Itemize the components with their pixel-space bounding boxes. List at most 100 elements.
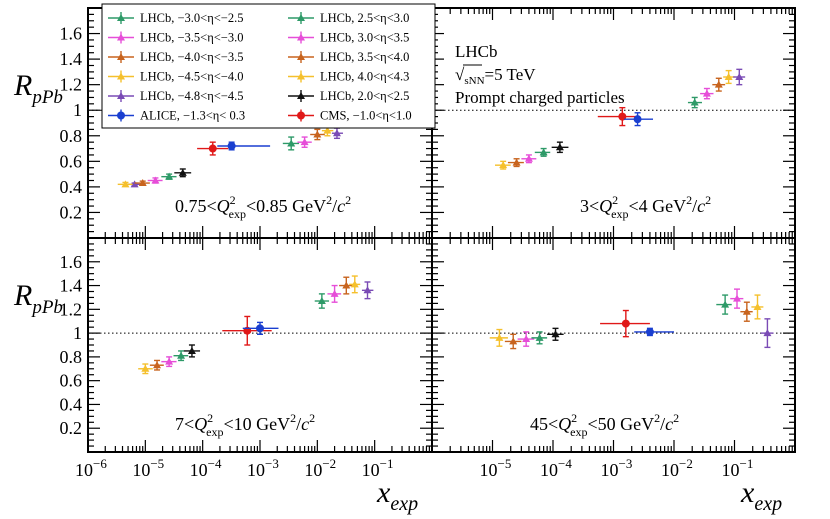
marker-triangle <box>714 80 723 88</box>
y-tick-label: 1.4 <box>60 276 83 296</box>
legend-item: CMS, −1.0<η<1.0 <box>288 109 412 123</box>
legend-label: LHCb, 2.0<η<2.5 <box>320 89 409 103</box>
marker-triangle <box>177 351 186 359</box>
legend-item: LHCb, −4.8<η<−4.5 <box>108 89 244 103</box>
data-point <box>297 136 312 148</box>
data-point <box>624 112 654 127</box>
data-point <box>687 96 702 109</box>
marker-circle <box>256 324 264 333</box>
marker-circle <box>633 115 642 124</box>
marker-triangle <box>141 364 150 372</box>
data-point <box>740 301 753 322</box>
data-point <box>495 160 511 170</box>
axes-layer: 0.2 0.4 0.6 0.8 1 1.2 1.4 1.6 0.2 0.4 0.6 0.8 1 1.2 1.… <box>60 7 796 480</box>
marker-triangle <box>317 297 326 305</box>
y-axis-label-bottom: RpPb <box>13 279 63 318</box>
legend-label: CMS, −1.0<η<1.0 <box>320 109 412 123</box>
legend-item: LHCb, 2.5<η<3.0 <box>288 11 409 25</box>
legend-item: LHCb, 3.0<η<3.5 <box>288 31 409 45</box>
marker-triangle <box>287 139 296 147</box>
legend-marker <box>117 53 125 60</box>
legend-item: LHCb, −3.5<η<−3.0 <box>108 31 244 45</box>
x-tick-label: 10−6 <box>75 456 107 480</box>
marker-triangle <box>551 330 560 338</box>
marker-triangle <box>742 307 751 315</box>
data-point <box>597 106 637 127</box>
marker-triangle <box>735 73 744 80</box>
marker-triangle <box>178 168 187 176</box>
legend-label: LHCb, 4.0<η<4.3 <box>320 70 409 84</box>
marker-circle <box>208 144 217 153</box>
marker-triangle <box>509 337 518 345</box>
data-point <box>314 293 330 309</box>
y-tick-label: 1 <box>73 100 82 120</box>
legend-label: ALICE, −1.3<η< 0.3 <box>140 109 245 123</box>
marker-triangle <box>342 281 351 289</box>
x-tick-label: 10−2 <box>304 456 336 480</box>
marker-triangle <box>300 138 309 146</box>
data-point <box>634 327 674 337</box>
marker-triangle <box>702 89 711 97</box>
marker-triangle <box>535 333 544 341</box>
data-point <box>730 288 744 309</box>
x-tick-label: 10−4 <box>540 456 572 480</box>
legend-marker <box>297 92 305 99</box>
legend-label: LHCb, −3.0<η<−2.5 <box>140 11 244 25</box>
marker-triangle <box>165 357 174 365</box>
data-point <box>197 141 229 156</box>
data-point <box>310 128 325 141</box>
marker-triangle <box>153 361 162 369</box>
y-tick-label: 0.2 <box>60 418 83 438</box>
legend-item: ALICE, −1.3<η< 0.3 <box>108 109 245 123</box>
legend-item: LHCb, 3.5<η<4.0 <box>288 50 409 64</box>
y-axis-label-top: RpPb <box>13 69 63 108</box>
data-point <box>751 294 764 320</box>
data-point <box>517 331 535 347</box>
legend-item: LHCb, −4.0<η<−3.5 <box>108 50 244 64</box>
legend-label: LHCb, 3.5<η<4.0 <box>320 50 409 64</box>
legend-marker <box>297 53 305 60</box>
x-tick-label: 10−2 <box>661 456 693 480</box>
x-tick-label: 10−3 <box>601 456 633 480</box>
x-axis-label-left: xexp <box>376 476 418 515</box>
data-point <box>733 68 746 86</box>
marker-triangle <box>313 130 322 138</box>
x-tick-label: 10−1 <box>362 456 394 480</box>
legend-item: LHCb, −3.0<η<−2.5 <box>108 11 244 25</box>
data-point <box>138 363 153 375</box>
data-point <box>161 172 177 180</box>
experiment-label: LHCb <box>455 42 498 61</box>
data-point <box>147 176 163 184</box>
legend-box <box>101 3 436 129</box>
y-tick-label: 0.6 <box>60 151 83 171</box>
data-point <box>327 284 342 303</box>
data-point <box>531 331 548 345</box>
legend-marker <box>117 92 125 99</box>
data-point <box>242 321 279 335</box>
legend-label: LHCb, −4.0<η<−3.5 <box>140 50 244 64</box>
data-point <box>183 344 201 358</box>
y-tick-label: 1 <box>73 323 82 343</box>
data-point <box>117 180 133 188</box>
legend: LHCb, −3.0<η<−2.5 LHCb, 2.5<η<3.0 LHCb, −3… <box>101 3 436 129</box>
legend-marker <box>117 72 125 80</box>
data-point <box>361 281 374 300</box>
data-point <box>712 77 726 92</box>
legend-marker <box>297 14 305 21</box>
marker-triangle <box>138 179 147 187</box>
marker-triangle <box>151 176 160 184</box>
y-tick-label: 1.4 <box>60 49 83 69</box>
marker-triangle <box>763 329 772 337</box>
marker-triangle <box>350 280 359 288</box>
legend-item: LHCb, 2.0<η<2.5 <box>288 89 409 103</box>
data-point <box>174 168 192 178</box>
data-point <box>134 179 150 187</box>
legend-label: LHCb, −3.5<η<−3.0 <box>140 31 244 45</box>
y-tick-label: 0.8 <box>60 347 83 367</box>
marker-triangle <box>330 289 339 297</box>
marker-circle <box>227 142 236 150</box>
range-label: 3<Q2 exp<4 GeV2/c2 <box>580 193 711 221</box>
y-tick-label: 1.6 <box>60 252 83 272</box>
y-tick-label: 0.8 <box>60 126 83 146</box>
marker-triangle <box>121 180 130 188</box>
